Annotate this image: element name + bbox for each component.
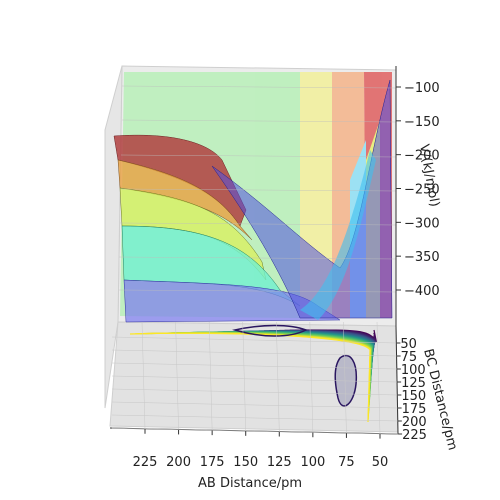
x-tick-label: 125	[267, 455, 292, 470]
z-axis-ticks: −100 −150 −200 −250 −300 −350 −400	[396, 81, 440, 299]
y-tick-label: 100	[401, 363, 426, 378]
y-grid-line	[111, 349, 397, 357]
y-tick-label: 175	[402, 402, 427, 417]
x-tick-label: 225	[133, 455, 158, 470]
z-tick-label: −300	[404, 216, 440, 231]
x-grid-line	[343, 321, 347, 433]
x-grid-line	[242, 321, 246, 431]
x-grid-line	[309, 321, 314, 433]
x-tick-label: 200	[166, 455, 191, 470]
y-grid-line	[111, 388, 398, 396]
x-axis-label: AB Distance/pm	[198, 476, 302, 491]
x-tick-label: 175	[200, 455, 225, 470]
z-tick-label: −150	[404, 115, 440, 130]
y-tick-label: 225	[402, 428, 427, 443]
y-axis-line	[395, 325, 399, 435]
x-tick-label: 50	[372, 455, 389, 470]
z-tick-label: −250	[404, 183, 440, 198]
y-tick-label: 125	[401, 376, 426, 391]
z-tick-label: −100	[404, 81, 440, 96]
x-grid-line	[175, 321, 179, 430]
x-axis-ticks: 225 200 175 150 125 100 75 50	[133, 321, 389, 470]
back-wall-grid	[118, 85, 397, 293]
x-grid-line	[141, 321, 146, 429]
x-tick-label: 150	[233, 455, 258, 470]
y-tick-label: 200	[402, 415, 427, 430]
y-tick-label: 150	[401, 389, 426, 404]
y-grid-line	[111, 414, 398, 422]
y-grid-line	[111, 375, 398, 383]
y-grid-line	[111, 401, 398, 409]
x-tick-label: 100	[300, 455, 325, 470]
x-grid-line	[208, 321, 213, 431]
x-grid-line	[376, 321, 381, 434]
y-grid-line	[111, 336, 397, 344]
y-tick-label: 75	[401, 350, 418, 365]
z-tick-label: −200	[404, 149, 440, 164]
surface-cyan-rim	[300, 150, 376, 320]
z-tick-label: −350	[404, 250, 440, 265]
x-tick-label: 75	[338, 455, 355, 470]
y-grid-line	[111, 427, 399, 435]
z-tick-label: −400	[404, 284, 440, 299]
y-grid-line	[111, 362, 397, 370]
floor-saddle-contour	[232, 324, 308, 337]
y-tick-label: 50	[400, 337, 417, 352]
